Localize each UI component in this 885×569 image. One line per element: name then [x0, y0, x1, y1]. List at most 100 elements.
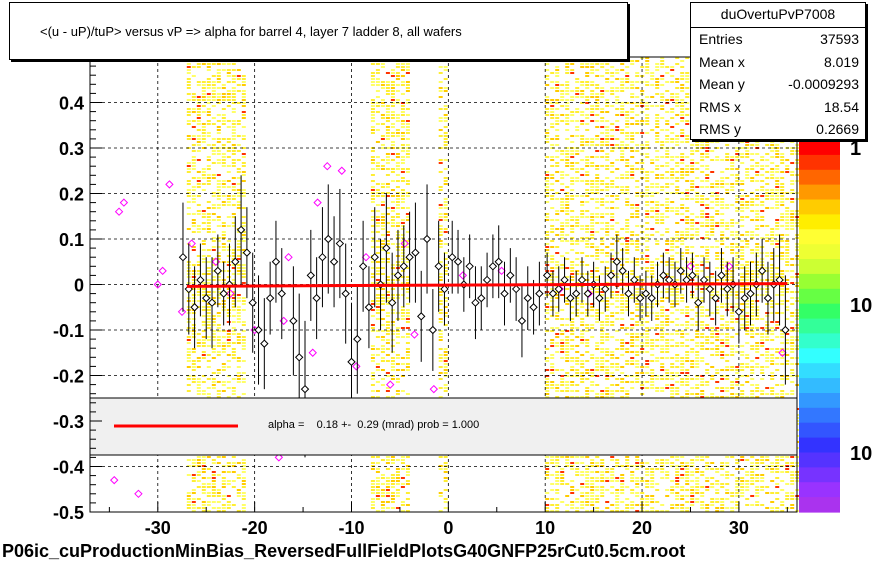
- heat-cell: [565, 276, 570, 278]
- heat-cell: [590, 90, 595, 92]
- heat-cell: [226, 465, 231, 467]
- heat-cell: [550, 117, 555, 119]
- heat-cell: [720, 324, 725, 326]
- heat-cell: [585, 174, 590, 176]
- heat-cell: [645, 267, 650, 269]
- heat-cell: [605, 90, 610, 92]
- heat-cell: [380, 99, 385, 101]
- heat-cell: [700, 222, 705, 224]
- heat-cell: [221, 336, 226, 338]
- heat-cell: [545, 246, 550, 248]
- heat-cell: [206, 216, 211, 218]
- heat-cell: [390, 312, 395, 314]
- heat-cell: [380, 492, 385, 494]
- heat-cell: [570, 486, 575, 488]
- heat-cell: [645, 495, 650, 497]
- heat-cell: [620, 387, 625, 389]
- heat-cell: [700, 270, 705, 272]
- heat-cell: [400, 177, 405, 179]
- heat-cell: [565, 252, 570, 254]
- heat-cell: [645, 468, 650, 470]
- heat-cell: [211, 276, 216, 278]
- heat-cell: [216, 129, 221, 131]
- heat-cell: [655, 387, 660, 389]
- heat-cell: [725, 345, 730, 347]
- heat-cell: [710, 330, 715, 332]
- heat-cell: [570, 468, 575, 470]
- heat-cell: [438, 294, 443, 296]
- heat-cell: [550, 498, 555, 500]
- heat-cell: [700, 492, 705, 494]
- heat-cell: [438, 162, 443, 164]
- heat-cell: [650, 480, 655, 482]
- heat-cell: [635, 483, 640, 485]
- heat-cell: [610, 186, 615, 188]
- heat-cell: [645, 114, 650, 116]
- heat-cell: [226, 186, 231, 188]
- heat-cell: [595, 177, 600, 179]
- heat-cell: [380, 303, 385, 305]
- heat-cell: [390, 69, 395, 71]
- heat-cell: [196, 393, 201, 395]
- heat-cell: [650, 348, 655, 350]
- heat-cell: [555, 276, 560, 278]
- heat-cell: [685, 507, 690, 509]
- heat-cell: [565, 156, 570, 158]
- heat-cell: [390, 132, 395, 134]
- heat-cell: [730, 345, 735, 347]
- heat-cell: [211, 63, 216, 65]
- heat-cell: [695, 375, 700, 377]
- heat-cell: [231, 258, 236, 260]
- heat-cell: [555, 162, 560, 164]
- heat-cell: [400, 312, 405, 314]
- heat-cell: [610, 87, 615, 89]
- heat-cell: [610, 336, 615, 338]
- heat-cell: [216, 330, 221, 332]
- heat-cell: [720, 207, 725, 209]
- heat-cell: [580, 96, 585, 98]
- heat-cell: [590, 237, 595, 239]
- heat-cell: [600, 390, 605, 392]
- heat-cell: [236, 231, 241, 233]
- heat-cell: [400, 294, 405, 296]
- heat-cell: [380, 489, 385, 491]
- heat-cell: [605, 372, 610, 374]
- heat-cell: [590, 273, 595, 275]
- heat-cell: [655, 216, 660, 218]
- heat-cell: [620, 144, 625, 146]
- heat-cell: [600, 132, 605, 134]
- heat-cell: [585, 351, 590, 353]
- heat-cell: [385, 279, 390, 281]
- heat-cell: [625, 204, 630, 206]
- heat-cell: [665, 156, 670, 158]
- heat-cell: [191, 378, 196, 380]
- heat-cell: [580, 321, 585, 323]
- heat-cell: [630, 177, 635, 179]
- heat-cell: [615, 348, 620, 350]
- heat-cell: [615, 69, 620, 71]
- heat-cell: [201, 321, 206, 323]
- heat-cell: [216, 279, 221, 281]
- heat-cell: [231, 75, 236, 77]
- heat-cell: [665, 459, 670, 461]
- heat-cell: [630, 213, 635, 215]
- heat-cell: [438, 186, 443, 188]
- heat-cell: [560, 324, 565, 326]
- heat-cell: [600, 156, 605, 158]
- heat-cell: [605, 303, 610, 305]
- heat-cell: [720, 294, 725, 296]
- heat-cell: [565, 288, 570, 290]
- heat-cell: [395, 336, 400, 338]
- heat-cell: [241, 348, 246, 350]
- heat-cell: [625, 333, 630, 335]
- heat-cell: [630, 108, 635, 110]
- heat-cell: [730, 276, 735, 278]
- heat-cell: [690, 498, 695, 500]
- heat-cell: [380, 117, 385, 119]
- heat-cell: [575, 219, 580, 221]
- heat-cell: [438, 87, 443, 89]
- heat-cell: [545, 471, 550, 473]
- heat-cell: [705, 339, 710, 341]
- heat-cell: [575, 129, 580, 131]
- heat-cell: [700, 336, 705, 338]
